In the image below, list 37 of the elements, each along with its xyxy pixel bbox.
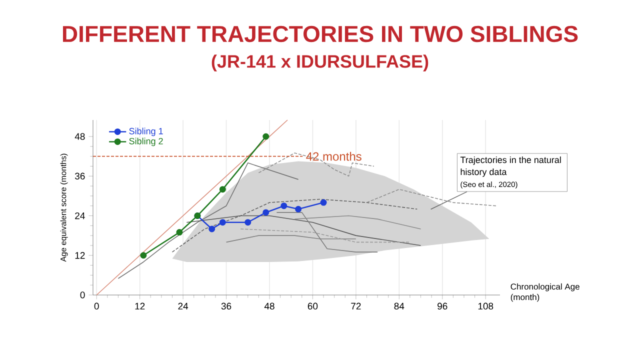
x-tick-label: 108 bbox=[478, 302, 494, 310]
y-tick-label: 24 bbox=[75, 212, 85, 220]
x-tick-label: 60 bbox=[308, 302, 318, 310]
y-tick-label: 36 bbox=[74, 172, 85, 180]
point bbox=[295, 206, 302, 212]
point bbox=[208, 226, 216, 232]
x-tick-label: 84 bbox=[394, 302, 404, 310]
annotation: Trajectories in the natural history data bbox=[460, 156, 561, 177]
y-tick-label: 48 bbox=[74, 133, 85, 140]
point bbox=[140, 252, 147, 259]
y-tick-label: 12 bbox=[75, 252, 85, 259]
x-axis-title: Chronological Age (month) bbox=[510, 283, 580, 302]
x-tick-label: 72 bbox=[351, 302, 361, 310]
chart-subtitle: (JR-141 x IDURSULFASE) bbox=[212, 54, 428, 72]
x-tick-label: 48 bbox=[264, 302, 274, 310]
chart-title: DIFFERENT TRAJECTORIES IN TWO SIBLINGS bbox=[62, 26, 578, 42]
x-tick-label: 24 bbox=[178, 302, 188, 310]
line-series bbox=[172, 198, 418, 252]
point bbox=[262, 133, 270, 140]
y-axis-title: Age equivalent score (months) bbox=[60, 154, 68, 262]
point bbox=[219, 219, 226, 226]
point bbox=[244, 219, 252, 226]
x-tick-label: 96 bbox=[438, 302, 448, 310]
line-series bbox=[258, 152, 374, 177]
x-tick-label: 12 bbox=[135, 302, 145, 310]
point bbox=[219, 186, 226, 193]
point bbox=[320, 199, 327, 206]
x-tick-label: 0 bbox=[94, 302, 99, 310]
y-tick-label: 0 bbox=[80, 292, 85, 298]
legend-label: Sibling 2 bbox=[129, 138, 163, 146]
legend-label: Sibling 1 bbox=[129, 128, 163, 136]
point bbox=[280, 202, 288, 210]
line-series bbox=[118, 162, 299, 279]
point bbox=[262, 209, 270, 216]
point bbox=[176, 229, 183, 236]
ref-line-label: 42 months bbox=[306, 152, 362, 161]
x-tick-label: 36 bbox=[221, 302, 232, 310]
